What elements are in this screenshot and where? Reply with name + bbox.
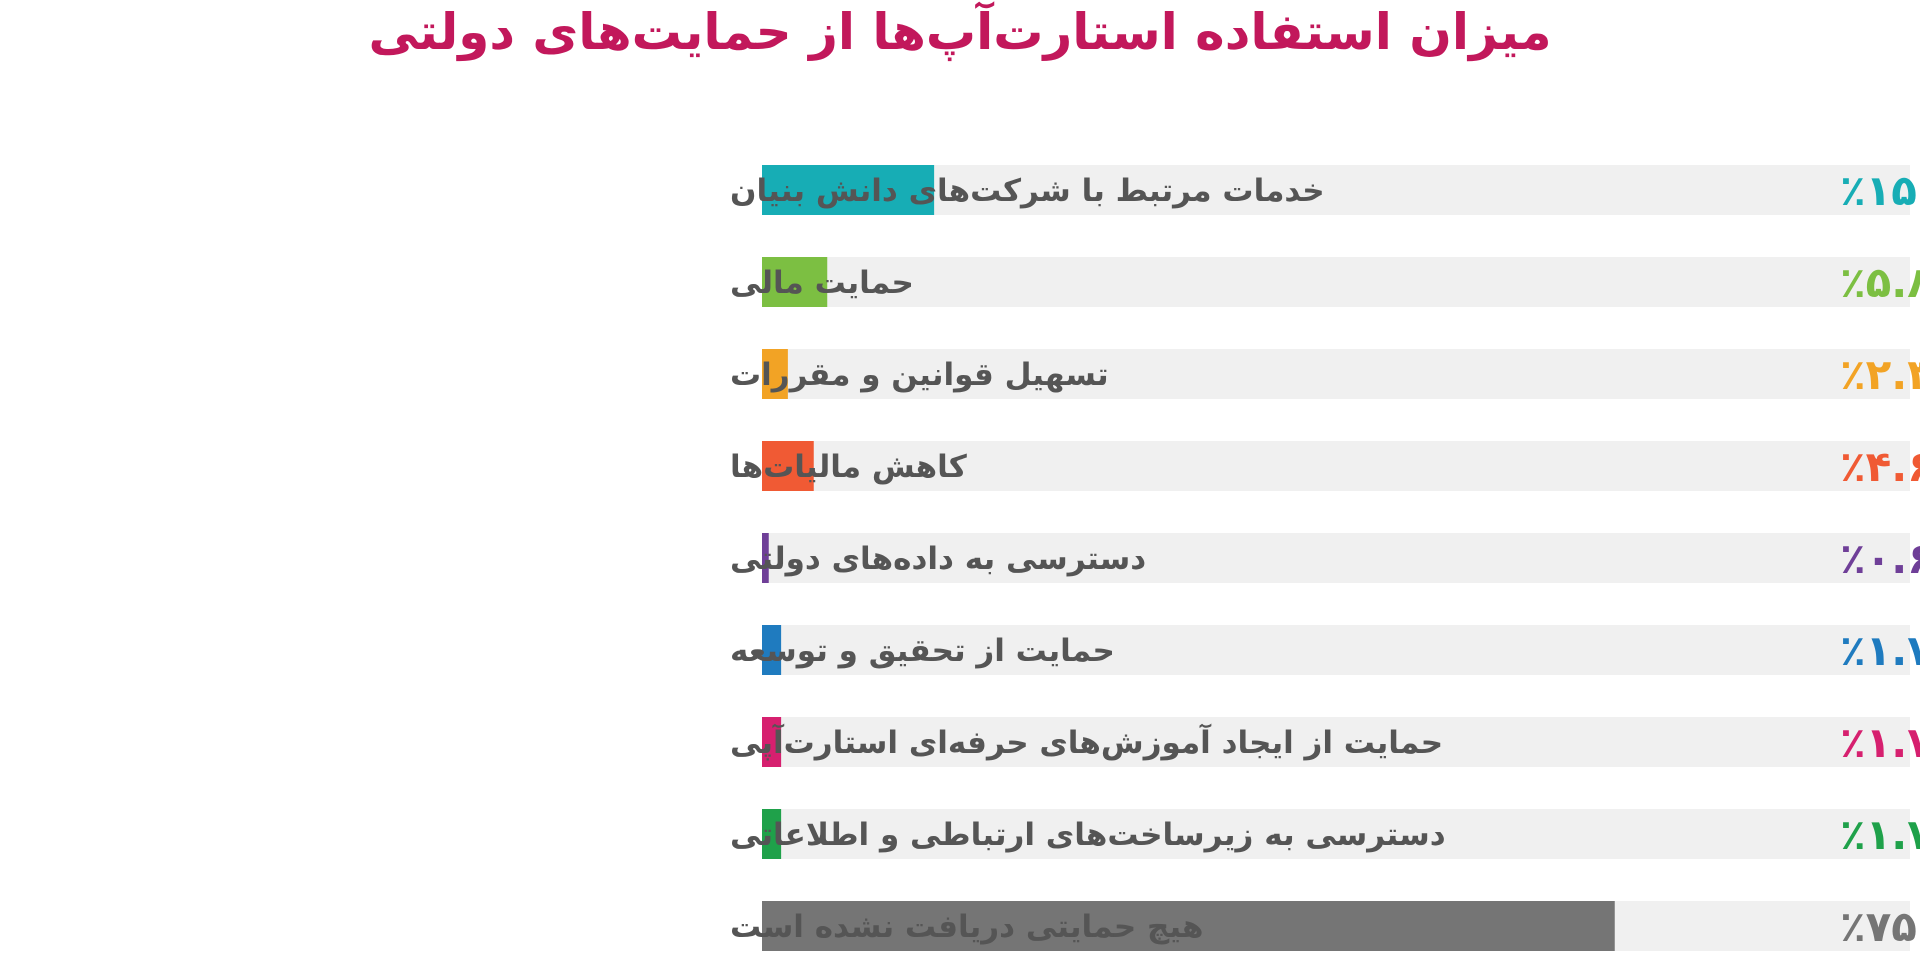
value-label: ٪۷۵.۸ [1840,902,1920,951]
bar [762,901,1615,951]
bar-track [762,349,1910,399]
bar-row: کاهش مالیات‌ها ٪۴.۶ [730,441,1920,491]
value-label: ٪۲.۳ [1840,350,1920,399]
bar [762,257,828,307]
bar-track [762,257,1910,307]
bar-track [762,625,1910,675]
category-label: هیچ حمایتی دریافت نشده است [730,909,1204,945]
bar-track [762,809,1910,859]
bar-row: حمایت مالی ٪۵.۸ [730,257,1920,307]
value-label: ٪۱۵.۳ [1840,166,1920,215]
bar [762,533,769,583]
category-label: دسترسی به زیرساخت‌های ارتباطی و اطلاعاتی [730,817,1446,853]
bar-track [762,441,1910,491]
bar [762,165,935,215]
category-label: حمایت از تحقیق و توسعه [730,633,1115,669]
category-label: کاهش مالیات‌ها [730,449,968,485]
category-label: حمایت مالی [730,265,914,301]
bar [762,809,782,859]
value-label: ٪۵.۸ [1840,258,1920,307]
bar-row: حمایت از تحقیق و توسعه ٪۱.۷ [730,625,1920,675]
value-label: ٪۰.۶ [1840,534,1920,583]
bar-track [762,533,1910,583]
category-label: خدمات مرتبط با شرکت‌های دانش بنیان [730,173,1325,209]
bar-track [762,717,1910,767]
bar [762,717,782,767]
bar-row: خدمات مرتبط با شرکت‌های دانش بنیان ٪۱۵.۳ [730,165,1920,215]
bar-row: هیچ حمایتی دریافت نشده است ٪۷۵.۸ [730,901,1920,951]
category-label: دسترسی به داده‌های دولتی [730,541,1146,577]
bar [762,625,782,675]
bar-row: دسترسی به زیرساخت‌های ارتباطی و اطلاعاتی… [730,809,1920,859]
bar-row: حمایت از ایجاد آموزش‌های حرفه‌ای استارت‌… [730,717,1920,767]
value-label: ٪۱.۷ [1840,718,1920,767]
bar-row: دسترسی به داده‌های دولتی ٪۰.۶ [730,533,1920,583]
value-label: ٪۱.۷ [1840,810,1920,859]
value-label: ٪۱.۷ [1840,626,1920,675]
category-label: حمایت از ایجاد آموزش‌های حرفه‌ای استارت‌… [730,723,1443,761]
bar-row: تسهیل قوانین و مقررات ٪۲.۳ [730,349,1920,399]
category-label: تسهیل قوانین و مقررات [730,357,1109,393]
chart-title: میزان استفاده استارت‌آپ‌ها از حمایت‌های … [368,3,1552,61]
bar [762,349,788,399]
bar [762,441,814,491]
bar-track [762,165,1910,215]
value-label: ٪۴.۶ [1840,442,1920,491]
